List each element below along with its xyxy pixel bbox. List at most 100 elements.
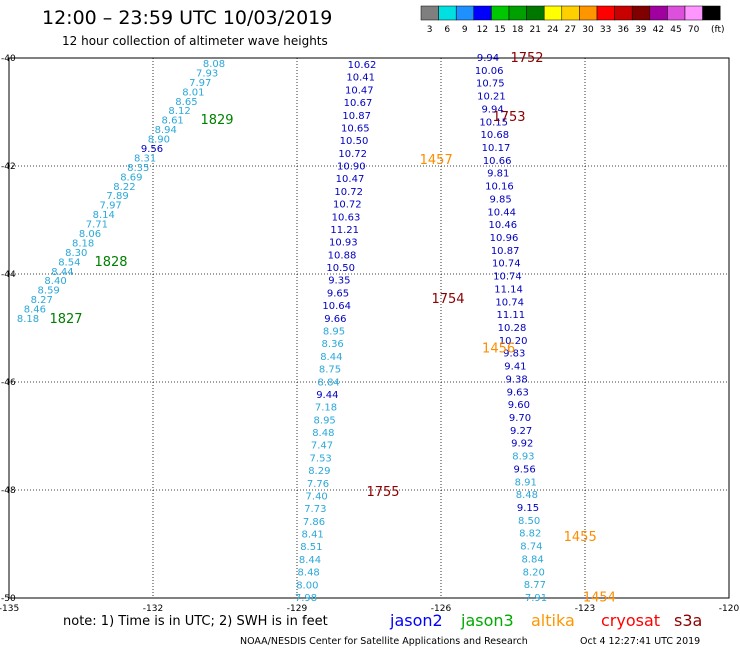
map-title: 12:00 – 23:59 UTC 10/03/2019 bbox=[42, 7, 332, 29]
wave-height-value: 9.56 bbox=[141, 144, 163, 155]
wave-height-value: 9.44 bbox=[316, 390, 338, 401]
wave-height-value: 7.97 bbox=[100, 201, 122, 212]
wave-height-value: 7.91 bbox=[525, 593, 547, 604]
wave-height-value: 11.11 bbox=[497, 310, 526, 321]
wave-height-value: 10.63 bbox=[332, 212, 361, 223]
wave-height-value: 10.87 bbox=[342, 111, 371, 122]
legend-swatch bbox=[614, 5, 633, 21]
wave-height-value: 9.81 bbox=[487, 169, 509, 180]
wave-height-value: 10.28 bbox=[498, 323, 527, 334]
wave-height-value: 10.50 bbox=[340, 136, 369, 147]
legend-label: 6 bbox=[444, 25, 450, 35]
wave-height-value: 9.15 bbox=[517, 503, 539, 514]
wave-height-value: 8.94 bbox=[155, 125, 177, 136]
legend-label: 36 bbox=[617, 25, 629, 35]
wave-height-value: 8.12 bbox=[168, 106, 190, 117]
wave-height-value: 7.71 bbox=[86, 220, 108, 231]
wave-height-value: 9.63 bbox=[507, 387, 529, 398]
legend-label: 3 bbox=[427, 25, 433, 35]
latitude-label: -42 bbox=[1, 162, 16, 172]
wave-height-value: 8.36 bbox=[322, 339, 344, 350]
wave-height-value: 8.50 bbox=[518, 516, 540, 527]
wave-height-value: 8.35 bbox=[127, 163, 149, 174]
wave-height-value: 8.44 bbox=[51, 267, 73, 278]
wave-height-value: 7.47 bbox=[311, 441, 333, 452]
wave-height-value: 9.92 bbox=[511, 439, 533, 450]
wave-height-value: 10.50 bbox=[326, 263, 355, 274]
wave-height-value: 8.29 bbox=[308, 466, 330, 477]
wave-height-value: 9.94 bbox=[477, 53, 499, 64]
wave-height-value: 10.20 bbox=[499, 336, 528, 347]
wave-height-value: 8.44 bbox=[299, 555, 321, 566]
latitude-label: -48 bbox=[1, 486, 16, 496]
longitude-label: -126 bbox=[431, 604, 452, 614]
wave-height-value: 8.41 bbox=[302, 530, 324, 541]
latitude-label: -46 bbox=[1, 378, 16, 388]
wave-height-value: 10.46 bbox=[489, 220, 518, 231]
wave-height-value: 10.66 bbox=[483, 156, 512, 167]
axis-labels: -135 -132 -129 -126 -123 -120 -40 -42 -44 -46 -48 -… bbox=[0, 54, 739, 614]
satellite-name: cryosat bbox=[601, 611, 660, 630]
legend-swatch bbox=[702, 5, 721, 21]
wave-height-value: 8.18 bbox=[72, 238, 94, 249]
legend-swatch bbox=[543, 5, 563, 21]
wave-height-value: 8.95 bbox=[323, 327, 345, 338]
legend-label: 27 bbox=[565, 25, 576, 35]
wave-height-value: 10.88 bbox=[328, 250, 357, 261]
wave-height-value: 8.20 bbox=[523, 567, 545, 578]
wave-height-value: 10.47 bbox=[345, 85, 374, 96]
legend-label: 33 bbox=[600, 25, 611, 35]
wave-height-value: 9.38 bbox=[505, 374, 527, 385]
wave-height-value: 9.70 bbox=[509, 413, 531, 424]
wave-height-value: 10.87 bbox=[491, 246, 520, 257]
wave-height-value: 10.74 bbox=[492, 259, 521, 270]
wave-height-value: 8.95 bbox=[314, 415, 336, 426]
wave-height-value: 8.54 bbox=[58, 257, 80, 268]
legend-swatch bbox=[438, 5, 457, 21]
legend-label: 21 bbox=[529, 25, 540, 35]
legend-label: 30 bbox=[582, 25, 594, 35]
wave-height-value: 9.66 bbox=[324, 314, 346, 325]
map-subtitle: 12 hour collection of altimeter wave hei… bbox=[62, 34, 328, 48]
pass-time-label: 1755 bbox=[366, 485, 399, 500]
wave-height-value: 10.17 bbox=[482, 143, 511, 154]
wave-height-value: 9.35 bbox=[328, 276, 350, 287]
legend-swatch bbox=[420, 5, 439, 21]
wave-height-value: 8.82 bbox=[519, 529, 541, 540]
legend-label: 24 bbox=[547, 25, 559, 35]
satellite-name: jason2 bbox=[389, 611, 443, 630]
wave-height-value: 7.86 bbox=[303, 517, 325, 528]
wave-height-value: 7.18 bbox=[315, 403, 337, 414]
legend-label: 15 bbox=[494, 25, 505, 35]
wave-height-value: 10.93 bbox=[329, 238, 358, 249]
wave-height-value: 8.40 bbox=[44, 276, 66, 287]
footer-note: note: 1) Time is in UTC; 2) SWH is in fe… bbox=[63, 614, 328, 629]
longitude-label: -135 bbox=[0, 604, 19, 614]
wave-height-value: 8.75 bbox=[319, 365, 341, 376]
wave-height-value: 8.22 bbox=[113, 182, 135, 193]
wave-height-value: 8.84 bbox=[521, 554, 543, 565]
wave-height-value: 8.14 bbox=[93, 210, 115, 221]
wave-height-value: 8.06 bbox=[79, 229, 101, 240]
wave-height-value: 8.44 bbox=[320, 352, 342, 363]
legend-unit: (ft) bbox=[711, 25, 725, 35]
wave-height-value: 9.60 bbox=[508, 400, 530, 411]
wave-height-value: 8.48 bbox=[516, 490, 538, 501]
wave-height-value: 8.77 bbox=[524, 580, 546, 591]
pass-time-label: 1752 bbox=[510, 51, 543, 66]
legend-swatch bbox=[631, 5, 651, 21]
wave-height-value: 8.48 bbox=[298, 568, 320, 579]
legend-swatch bbox=[473, 5, 492, 21]
wave-height-value: 10.47 bbox=[336, 174, 365, 185]
wave-height-value: 10.72 bbox=[338, 149, 367, 160]
wave-height-value: 8.91 bbox=[515, 477, 537, 488]
wave-height-value: 8.31 bbox=[134, 153, 156, 164]
longitude-label: -120 bbox=[719, 604, 740, 614]
wave-height-value: 7.76 bbox=[307, 479, 329, 490]
pass-time-label: 1827 bbox=[49, 312, 82, 327]
wave-height-value: 10.16 bbox=[485, 182, 514, 193]
satellite-tracks: 8.087.937.978.018.658.128.618.948.909.56… bbox=[17, 51, 616, 605]
wave-height-value: 10.72 bbox=[333, 200, 362, 211]
wave-height-value: 10.65 bbox=[341, 123, 370, 134]
latitude-label: -50 bbox=[1, 594, 16, 604]
